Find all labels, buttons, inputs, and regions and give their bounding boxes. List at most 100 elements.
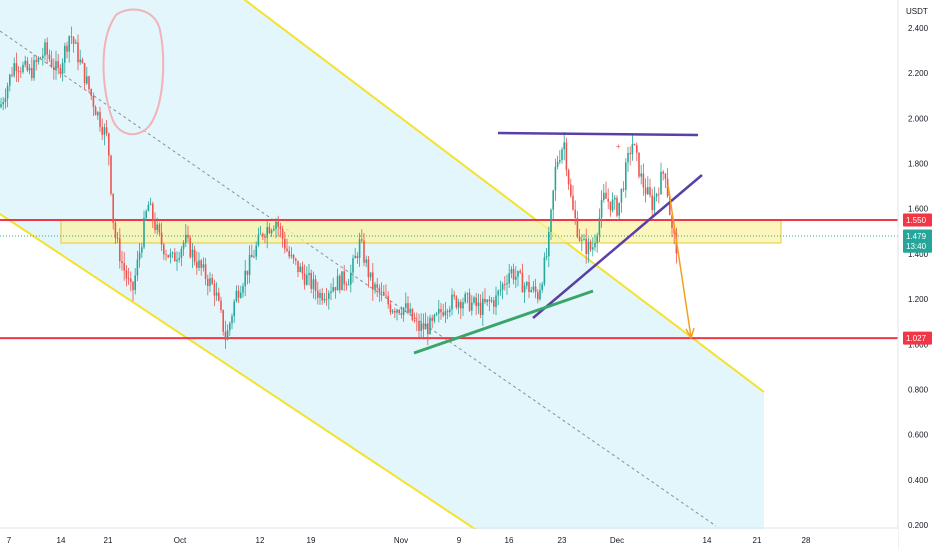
candle-body — [413, 320, 416, 321]
candle-body — [233, 301, 235, 317]
candle-body — [196, 261, 198, 268]
channel-upper-line[interactable] — [0, 0, 765, 393]
candle-body — [548, 231, 550, 257]
candle-body — [598, 217, 601, 236]
candle-body — [180, 248, 183, 258]
candle-body — [629, 152, 631, 155]
candle-body — [253, 256, 255, 258]
resistance-zone[interactable] — [60, 219, 782, 244]
candle-body — [114, 222, 117, 238]
candle-body — [176, 259, 178, 262]
candle-body — [396, 309, 398, 313]
candle-body — [325, 298, 328, 300]
candle-body — [622, 188, 625, 190]
candle-body — [647, 187, 649, 195]
price-label-badge — [903, 331, 932, 345]
candle-body — [442, 312, 444, 316]
candle-body — [449, 309, 451, 313]
channel-lower-line[interactable] — [0, 213, 491, 540]
candle-body — [596, 235, 598, 243]
candle-body — [209, 278, 211, 287]
top-resistance-line[interactable] — [497, 131, 699, 137]
candle-body — [229, 323, 231, 331]
candle-body — [607, 198, 609, 202]
candle-body — [468, 293, 471, 311]
candle-body — [90, 89, 92, 96]
candle-body — [391, 310, 394, 313]
candle-body — [422, 323, 425, 330]
channel-fill — [0, 0, 764, 539]
candle-body — [512, 269, 515, 280]
candle-body — [336, 275, 339, 291]
candle-body — [165, 254, 167, 256]
price-label-text: 1.479 — [906, 232, 927, 241]
candle-body — [482, 298, 484, 316]
candle-body — [270, 230, 273, 234]
price-label-text: 13:40 — [906, 242, 927, 251]
target-arrow-line[interactable] — [667, 184, 692, 338]
candle-body — [224, 331, 227, 340]
candle-body — [44, 42, 46, 56]
rising-support-line[interactable] — [532, 174, 703, 319]
x-tick-label: 21 — [104, 536, 113, 545]
candle-body — [376, 284, 378, 288]
candle-body — [504, 284, 506, 285]
y-tick-label: 1.600 — [908, 205, 929, 214]
candle-body — [255, 245, 257, 257]
candle-body — [154, 220, 156, 231]
candle-body — [332, 287, 334, 292]
y-tick-label: 0.200 — [908, 521, 929, 530]
candle-body — [592, 247, 594, 250]
candle-body — [519, 270, 521, 273]
candle-body — [138, 252, 141, 260]
candle-body — [400, 313, 403, 315]
candle-body — [61, 62, 64, 74]
candle-body — [363, 240, 365, 263]
candle-body — [235, 290, 238, 302]
candle-body — [587, 241, 590, 254]
candle-body — [231, 316, 233, 324]
candle-body — [380, 291, 383, 293]
candle-body — [17, 71, 20, 72]
candle-body — [561, 149, 563, 161]
candle-body — [110, 155, 112, 194]
candle-body — [193, 249, 196, 262]
green-trend-line[interactable] — [413, 289, 594, 355]
time-axis-background — [0, 529, 898, 550]
candle-body — [402, 307, 405, 315]
candle-body — [9, 74, 11, 86]
candle-body — [603, 192, 605, 200]
candle-body — [31, 67, 33, 79]
time-axis[interactable]: 7 14 21 Oct 12 19 Nov 9 16 23 Dec 14 21 28 — [0, 527, 898, 550]
candle-body — [343, 271, 345, 285]
candle-body — [664, 173, 667, 179]
candle-body — [486, 299, 488, 303]
candle-body — [618, 202, 620, 216]
candle-body — [15, 63, 18, 72]
candle-body — [266, 227, 268, 238]
candle-body — [585, 238, 587, 254]
candle-body — [552, 190, 554, 210]
highlight-circle[interactable] — [102, 8, 165, 136]
candle-body — [103, 127, 106, 135]
candle-body — [567, 170, 570, 185]
y-tick-label: 1.000 — [908, 340, 929, 349]
horizontal-levels — [0, 219, 898, 340]
candle-body — [218, 292, 220, 301]
candle-body — [295, 258, 297, 261]
candle-body — [185, 234, 187, 243]
candle-body — [466, 293, 469, 295]
candle-body — [424, 323, 427, 330]
price-axis[interactable]: USDT 2.400 2.200 2.000 1.800 1.600 1.400 1.200… — [897, 0, 932, 550]
candle-body — [488, 299, 491, 302]
candle-body — [361, 239, 363, 241]
candle-body — [640, 173, 642, 177]
channel-midline[interactable] — [0, 30, 717, 527]
candle-body — [149, 203, 152, 205]
candle-body — [574, 209, 576, 218]
y-tick-label: 1.400 — [908, 250, 929, 259]
candle-body — [484, 298, 486, 303]
candle-body — [416, 320, 418, 322]
